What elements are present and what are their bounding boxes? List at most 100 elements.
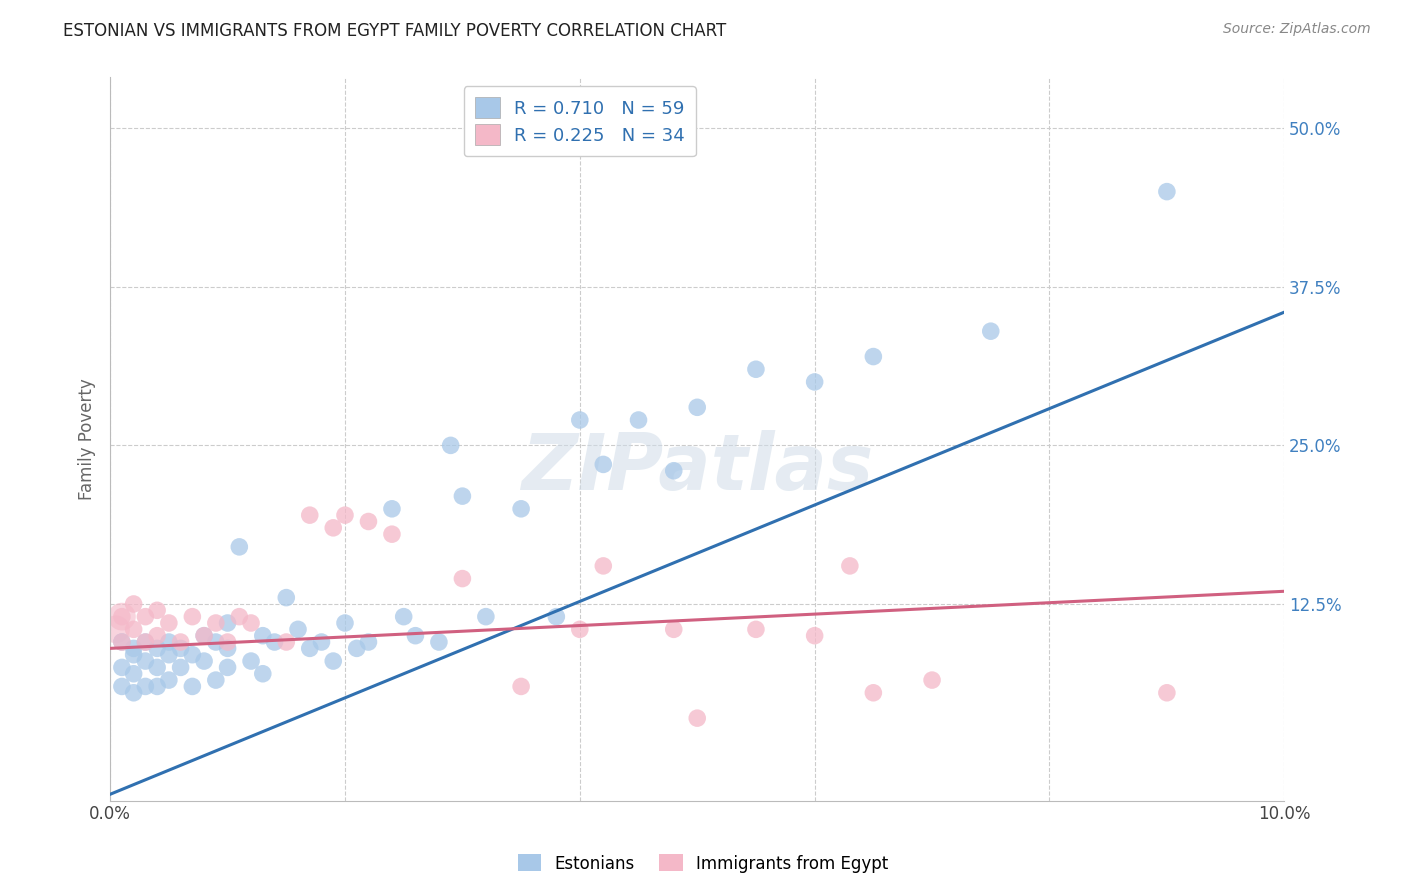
Point [568, 623, 591, 637]
Point [298, 508, 321, 523]
Point [228, 609, 250, 624]
Point [134, 635, 156, 649]
Point [122, 666, 145, 681]
Point [134, 635, 156, 649]
Point [122, 686, 145, 700]
Point [146, 629, 169, 643]
Point [193, 629, 215, 643]
Point [381, 527, 404, 541]
Point [333, 508, 356, 523]
Point [322, 654, 344, 668]
Point [451, 489, 474, 503]
Point [157, 615, 180, 630]
Point [217, 615, 239, 630]
Point [146, 603, 169, 617]
Point [205, 635, 228, 649]
Point [803, 629, 825, 643]
Point [111, 609, 134, 624]
Point [134, 654, 156, 668]
Point [980, 324, 1002, 338]
Point [662, 464, 685, 478]
Point [921, 673, 943, 687]
Point [181, 680, 204, 694]
Point [111, 680, 134, 694]
Point [169, 635, 191, 649]
Point [193, 654, 215, 668]
Point [333, 615, 356, 630]
Point [217, 635, 239, 649]
Point [205, 615, 228, 630]
Point [122, 648, 145, 662]
Point [427, 635, 450, 649]
Point [111, 635, 134, 649]
Point [1156, 686, 1178, 700]
Point [627, 413, 650, 427]
Legend: R = 0.710   N = 59, R = 0.225   N = 34: R = 0.710 N = 59, R = 0.225 N = 34 [464, 87, 696, 156]
Point [346, 641, 368, 656]
Y-axis label: Family Poverty: Family Poverty [79, 378, 96, 500]
Point [838, 558, 860, 573]
Point [357, 635, 380, 649]
Point [146, 641, 169, 656]
Point [122, 641, 145, 656]
Point [440, 438, 463, 452]
Point [276, 635, 298, 649]
Legend: Estonians, Immigrants from Egypt: Estonians, Immigrants from Egypt [510, 847, 896, 880]
Point [157, 673, 180, 687]
Text: Source: ZipAtlas.com: Source: ZipAtlas.com [1223, 22, 1371, 37]
Point [357, 515, 380, 529]
Text: ESTONIAN VS IMMIGRANTS FROM EGYPT FAMILY POVERTY CORRELATION CHART: ESTONIAN VS IMMIGRANTS FROM EGYPT FAMILY… [63, 22, 727, 40]
Point [322, 521, 344, 535]
Point [217, 641, 239, 656]
Point [311, 635, 333, 649]
Point [134, 680, 156, 694]
Point [240, 654, 263, 668]
Point [392, 609, 415, 624]
Point [252, 666, 274, 681]
Point [298, 641, 321, 656]
Point [122, 597, 145, 611]
Point [111, 609, 134, 624]
Point [111, 635, 134, 649]
Point [193, 629, 215, 643]
Point [105, 623, 128, 637]
Point [510, 680, 533, 694]
Point [381, 501, 404, 516]
Point [181, 609, 204, 624]
Point [686, 401, 709, 415]
Point [404, 629, 426, 643]
Point [146, 660, 169, 674]
Point [451, 572, 474, 586]
Point [169, 660, 191, 674]
Point [803, 375, 825, 389]
Point [157, 648, 180, 662]
Point [1156, 185, 1178, 199]
Point [686, 711, 709, 725]
Point [134, 609, 156, 624]
Point [745, 623, 768, 637]
Point [662, 623, 685, 637]
Text: ZIPatlas: ZIPatlas [522, 430, 873, 506]
Point [252, 629, 274, 643]
Point [146, 680, 169, 694]
Point [862, 686, 884, 700]
Point [111, 660, 134, 674]
Point [568, 413, 591, 427]
Point [181, 648, 204, 662]
Point [240, 615, 263, 630]
Point [592, 458, 614, 472]
Point [205, 673, 228, 687]
Point [510, 501, 533, 516]
Point [287, 623, 309, 637]
Point [546, 609, 568, 624]
Point [169, 641, 191, 656]
Point [592, 558, 614, 573]
Point [475, 609, 498, 624]
Point [228, 540, 250, 554]
Point [862, 350, 884, 364]
Point [276, 591, 298, 605]
Point [217, 660, 239, 674]
Point [157, 635, 180, 649]
Point [263, 635, 285, 649]
Point [745, 362, 768, 376]
